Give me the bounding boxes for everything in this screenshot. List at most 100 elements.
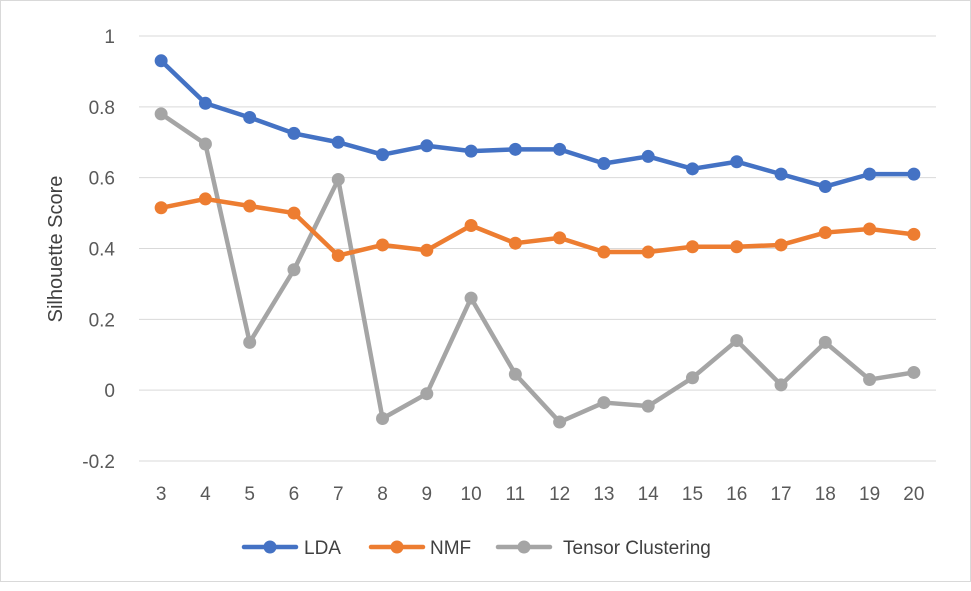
x-tick-label: 15 bbox=[682, 484, 703, 505]
data-point bbox=[331, 135, 345, 149]
x-tick-label: 4 bbox=[200, 484, 211, 505]
data-point bbox=[508, 367, 522, 381]
data-point bbox=[685, 162, 699, 176]
x-tick-label: 11 bbox=[505, 484, 525, 505]
data-point bbox=[154, 107, 168, 121]
data-point bbox=[376, 148, 390, 162]
legend-swatch-marker bbox=[263, 540, 277, 554]
data-point bbox=[818, 180, 832, 194]
series-nmf bbox=[154, 192, 921, 263]
data-point bbox=[464, 291, 478, 305]
data-point bbox=[641, 245, 655, 259]
x-tick-label: 18 bbox=[815, 484, 836, 505]
legend-item: LDA bbox=[241, 538, 341, 559]
x-axis-ticks: 3 4 5 6 7 8 9 10 11 12 13 14 15 16 17 18 19 20 bbox=[156, 484, 925, 505]
legend-item: NMF bbox=[368, 538, 471, 559]
x-tick-label: 16 bbox=[726, 484, 747, 505]
data-point bbox=[198, 137, 212, 151]
data-point bbox=[907, 365, 921, 379]
data-point bbox=[243, 199, 257, 213]
data-point bbox=[818, 226, 832, 240]
data-point bbox=[685, 240, 699, 254]
y-tick-label: 1 bbox=[104, 27, 115, 48]
data-point bbox=[774, 378, 788, 392]
data-point bbox=[553, 415, 567, 429]
x-tick-label: 7 bbox=[333, 484, 344, 505]
data-point bbox=[863, 167, 877, 181]
series-line bbox=[158, 58, 917, 189]
data-point bbox=[287, 263, 301, 277]
data-point bbox=[641, 149, 655, 163]
data-point bbox=[198, 96, 212, 110]
data-point bbox=[863, 373, 877, 387]
data-point bbox=[420, 243, 434, 257]
x-tick-label: 10 bbox=[461, 484, 482, 505]
data-point bbox=[420, 387, 434, 401]
data-point bbox=[774, 167, 788, 181]
x-tick-label: 13 bbox=[593, 484, 614, 505]
data-point bbox=[553, 142, 567, 156]
x-tick-label: 12 bbox=[549, 484, 570, 505]
data-point bbox=[907, 227, 921, 241]
data-point bbox=[907, 167, 921, 181]
legend: LDA NMF Tensor Clustering bbox=[241, 538, 711, 559]
grid-layer bbox=[139, 35, 936, 462]
x-tick-label: 9 bbox=[422, 484, 433, 505]
series-lda bbox=[154, 54, 921, 194]
data-point bbox=[243, 335, 257, 349]
data-point bbox=[685, 371, 699, 385]
x-tick-label: 17 bbox=[770, 484, 791, 505]
data-point bbox=[553, 231, 567, 245]
y-tick-label: 0.6 bbox=[89, 169, 115, 190]
x-tick-label: 8 bbox=[377, 484, 388, 505]
y-tick-label: 0.8 bbox=[89, 98, 115, 119]
data-point bbox=[597, 157, 611, 170]
data-point bbox=[287, 206, 301, 220]
data-point bbox=[331, 249, 345, 263]
y-axis-title: Silhouette Score bbox=[45, 176, 67, 323]
y-axis-ticks: -0.2 0 0.2 0.4 0.6 0.8 1 bbox=[82, 27, 115, 473]
data-point bbox=[730, 155, 744, 169]
data-point bbox=[376, 412, 390, 425]
data-point bbox=[730, 240, 744, 254]
series-layer bbox=[154, 54, 921, 429]
x-tick-label: 19 bbox=[859, 484, 880, 505]
data-point bbox=[597, 245, 611, 259]
data-point bbox=[774, 238, 788, 252]
x-tick-label: 3 bbox=[156, 484, 167, 505]
series-line bbox=[158, 111, 917, 425]
data-point bbox=[464, 218, 478, 232]
data-point bbox=[154, 54, 168, 68]
data-point bbox=[331, 172, 345, 186]
legend-swatch-marker bbox=[517, 540, 531, 554]
data-point bbox=[508, 142, 522, 156]
x-tick-label: 6 bbox=[289, 484, 300, 505]
data-point bbox=[154, 201, 168, 215]
x-tick-label: 20 bbox=[903, 484, 924, 505]
series-tensor-clustering bbox=[154, 107, 921, 429]
data-point bbox=[243, 110, 257, 124]
y-tick-label: 0.2 bbox=[89, 310, 115, 331]
y-tick-label: 0.4 bbox=[89, 240, 116, 261]
data-point bbox=[287, 126, 301, 140]
data-point bbox=[376, 238, 390, 252]
data-point bbox=[508, 236, 522, 250]
data-point bbox=[198, 192, 212, 206]
data-point bbox=[464, 144, 478, 158]
legend-item: Tensor Clustering bbox=[495, 538, 711, 559]
data-point bbox=[597, 396, 611, 410]
data-point bbox=[863, 222, 877, 236]
x-tick-label: 5 bbox=[244, 484, 255, 505]
y-tick-label: 0 bbox=[104, 381, 115, 402]
series-line bbox=[158, 196, 917, 258]
data-point bbox=[641, 399, 655, 413]
legend-label: Tensor Clustering bbox=[563, 538, 711, 559]
data-point bbox=[818, 335, 832, 349]
data-point bbox=[730, 334, 744, 348]
legend-label: NMF bbox=[430, 538, 471, 559]
legend-swatch-marker bbox=[390, 540, 404, 554]
x-tick-label: 14 bbox=[638, 484, 660, 505]
y-tick-label: -0.2 bbox=[82, 452, 115, 473]
